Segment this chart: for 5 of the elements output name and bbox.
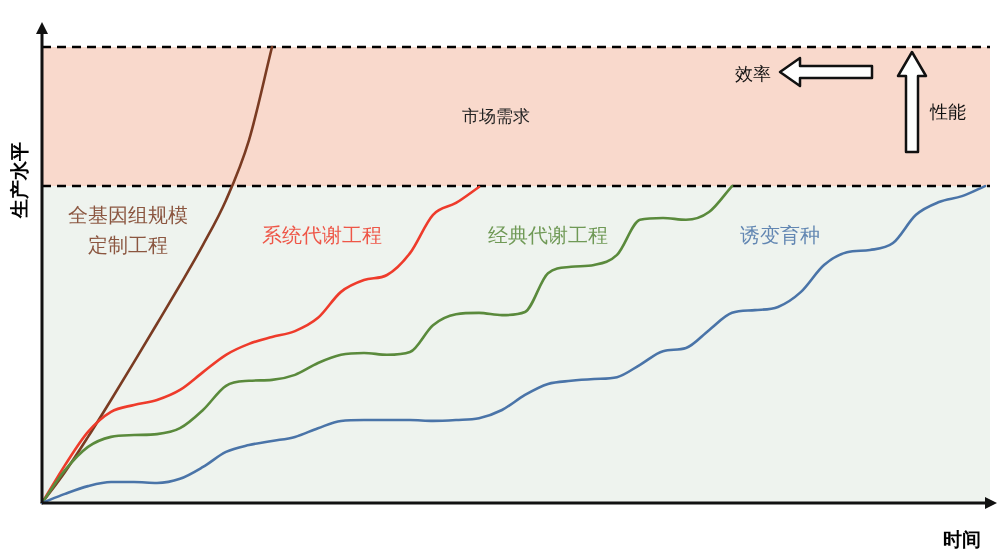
ylabel: 生产水平 — [8, 142, 30, 218]
band-label: 市场需求 — [462, 105, 530, 126]
annotation: 性能 — [930, 101, 966, 122]
annotation: 效率 — [735, 63, 771, 84]
xlabel: 时间 — [943, 528, 981, 550]
